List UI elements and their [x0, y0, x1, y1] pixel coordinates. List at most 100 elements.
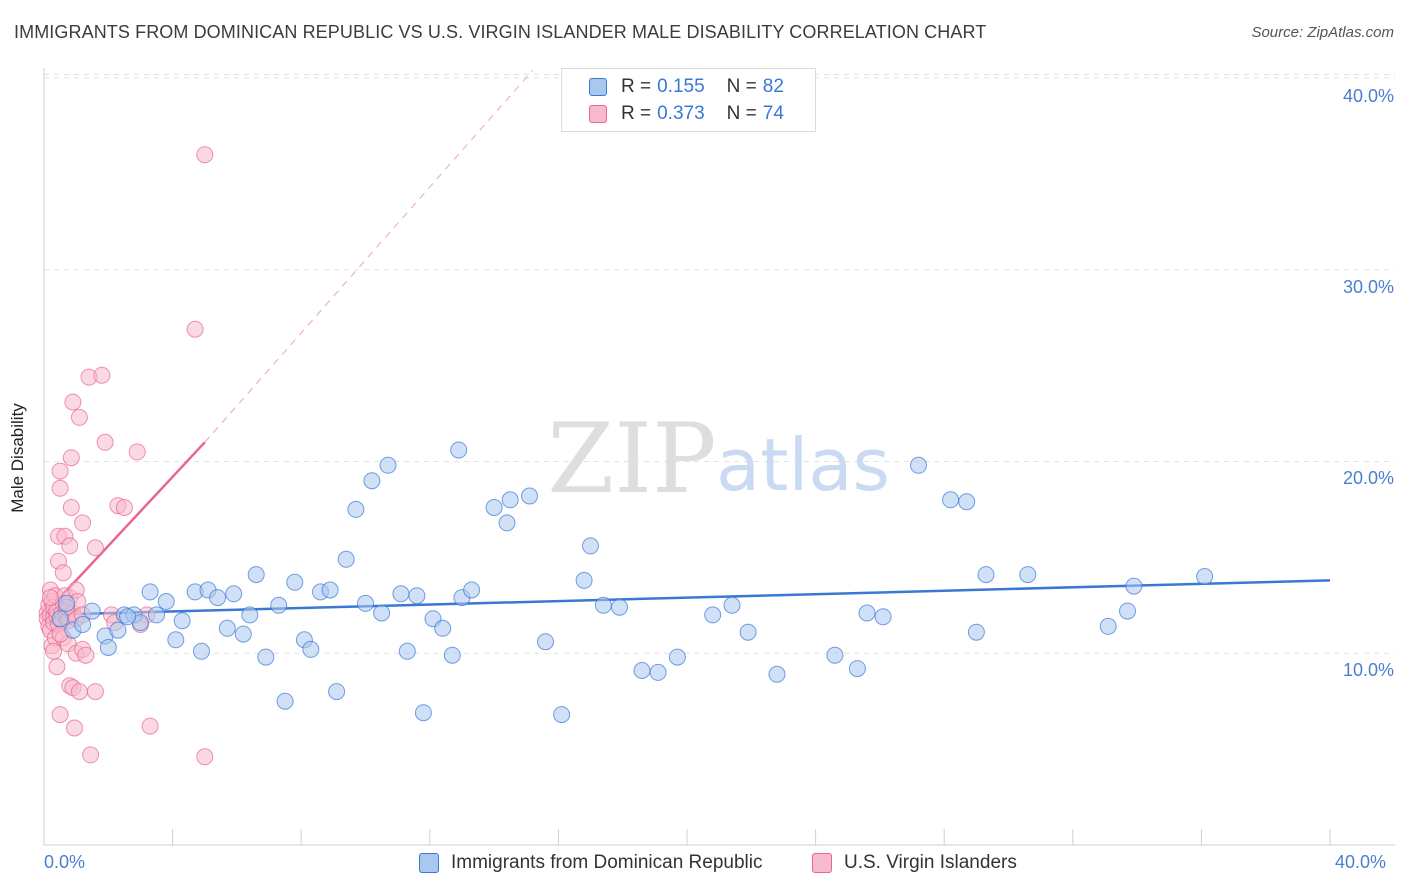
- trend-line-blue: [43, 579, 1331, 617]
- data-point-blue: [347, 500, 365, 518]
- data-point-blue: [173, 612, 191, 630]
- bottom-legend-swatch-blue: [419, 853, 439, 873]
- bottom-legend-label: Immigrants from Dominican Republic: [451, 852, 763, 873]
- data-point-blue: [1099, 617, 1117, 635]
- data-point-pink: [186, 320, 204, 338]
- data-point-blue: [485, 499, 503, 516]
- data-point-blue: [668, 648, 686, 666]
- y-tick-label: 10.0%: [1342, 660, 1394, 680]
- data-point-blue: [337, 550, 355, 568]
- data-point-blue: [51, 610, 69, 628]
- data-point-pink: [93, 366, 111, 384]
- data-point-blue: [874, 608, 892, 626]
- data-point-blue: [328, 683, 346, 701]
- bottom-legend-item-blue: Immigrants from Dominican Republic: [419, 852, 763, 874]
- data-point-blue: [363, 472, 381, 490]
- data-point-blue: [967, 623, 985, 641]
- data-point-blue: [247, 566, 265, 584]
- data-point-pink: [41, 589, 59, 607]
- legend-n-label: N =: [726, 103, 757, 124]
- data-point-blue: [257, 648, 275, 666]
- legend-r-label: R =: [621, 76, 652, 97]
- data-point-pink: [61, 537, 79, 555]
- bottom-legend-swatch-pink: [812, 853, 832, 873]
- data-point-blue: [1119, 602, 1136, 620]
- data-point-blue: [414, 704, 432, 722]
- bottom-legend-item-pink: U.S. Virgin Islanders: [812, 852, 1017, 874]
- data-point-blue: [241, 606, 259, 624]
- data-point-blue: [302, 640, 320, 658]
- legend-n-value: 74: [762, 103, 784, 124]
- data-point-blue: [910, 456, 927, 474]
- data-point-pink: [128, 443, 146, 461]
- data-point-blue: [398, 642, 416, 660]
- data-point-blue: [977, 566, 995, 584]
- data-point-blue: [942, 491, 960, 509]
- data-point-blue: [392, 585, 410, 603]
- data-point-blue: [633, 662, 651, 679]
- data-point-pink: [51, 462, 69, 480]
- data-point-blue: [193, 642, 210, 660]
- data-point-pink: [45, 642, 63, 660]
- data-point-blue: [109, 621, 127, 639]
- data-point-blue: [958, 493, 976, 511]
- data-point-blue: [704, 606, 722, 624]
- data-point-blue: [83, 602, 101, 620]
- legend-n-value: 82: [762, 76, 784, 97]
- gridlines: [44, 73, 1395, 654]
- data-point-blue: [463, 581, 481, 599]
- data-point-pink: [48, 658, 66, 676]
- data-point-blue: [141, 583, 159, 601]
- data-point-blue: [167, 631, 185, 649]
- y-tick-label: 20.0%: [1342, 468, 1394, 488]
- data-point-blue: [1196, 568, 1214, 585]
- data-point-blue: [157, 593, 175, 610]
- y-axis-label: Male Disability: [8, 403, 27, 513]
- data-point-pink: [62, 499, 80, 516]
- data-point-blue: [498, 514, 516, 532]
- data-point-pink: [96, 433, 114, 451]
- data-point-pink: [66, 719, 83, 737]
- legend-r-label: R =: [621, 103, 652, 124]
- chart-title: IMMIGRANTS FROM DOMINICAN REPUBLIC VS U.…: [14, 22, 987, 42]
- data-point-pink: [86, 539, 104, 557]
- y-tick-label: 40.0%: [1342, 86, 1394, 106]
- trend-lines: [43, 69, 1331, 617]
- x-tick-label-min: 0.0%: [44, 852, 86, 872]
- data-point-blue: [270, 596, 288, 614]
- data-point-blue: [553, 706, 571, 724]
- data-point-blue: [723, 596, 741, 614]
- data-point-pink: [82, 746, 100, 764]
- data-point-blue: [649, 663, 667, 681]
- data-point-blue: [575, 571, 593, 589]
- data-point-blue: [739, 623, 757, 641]
- data-point-blue: [321, 581, 339, 599]
- legend-row-pink: R = 0.373 N = 74: [562, 101, 784, 127]
- x-tick-label-max: 40.0%: [1335, 852, 1387, 872]
- legend-r-value: 0.373: [657, 103, 705, 124]
- data-point-blue: [443, 646, 461, 664]
- watermark-atlas: atlas: [716, 423, 890, 507]
- data-point-pink: [86, 683, 104, 701]
- data-point-blue: [594, 596, 612, 614]
- trend-line-pink-extension: [204, 69, 534, 443]
- watermark-zip: ZIP: [547, 403, 716, 515]
- data-point-blue: [74, 616, 92, 633]
- data-point-pink: [196, 748, 214, 766]
- data-point-pink: [74, 514, 92, 532]
- data-point-blue: [434, 619, 452, 637]
- data-point-pink: [141, 717, 159, 735]
- data-point-blue: [234, 625, 252, 643]
- data-point-blue: [582, 537, 599, 555]
- data-point-blue: [501, 491, 519, 509]
- axes: [43, 68, 1395, 846]
- data-point-blue: [450, 441, 468, 459]
- data-point-blue: [225, 585, 243, 603]
- data-point-pink: [115, 499, 133, 516]
- source-label: Source: ZipAtlas.com: [1251, 24, 1394, 41]
- data-point-blue: [379, 456, 397, 474]
- data-point-pink: [54, 564, 72, 582]
- data-points: [38, 146, 1214, 766]
- data-point-blue: [357, 594, 374, 612]
